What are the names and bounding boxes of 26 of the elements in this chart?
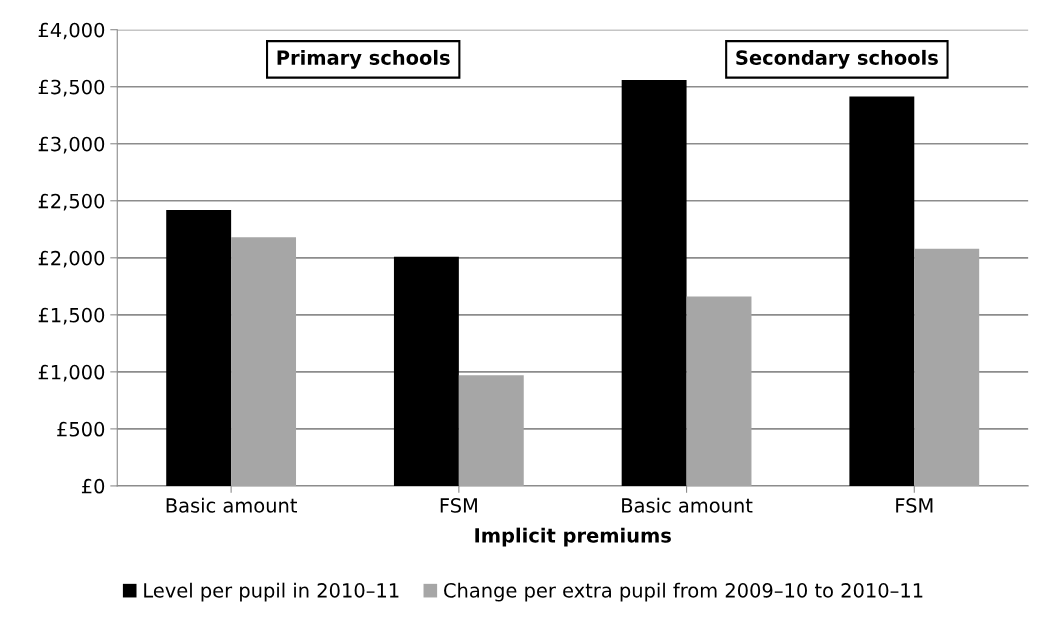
annotation: Primary schools [277,49,450,69]
x-tick-label: FSM [440,498,477,513]
bar [849,96,915,486]
y-tick-label: £500 [57,421,105,437]
y-tick-label: £0 [81,478,105,494]
bar [458,375,524,486]
x-tick-label: FSM [896,498,933,513]
x-tick-label: Basic amount [622,497,753,513]
y-tick-label: £1,000 [38,364,105,382]
annotation: Secondary schools [736,49,938,69]
y-tick-label: £3,000 [38,136,105,154]
bar [231,237,297,486]
y-tick-label: £2,500 [38,193,105,211]
y-tick-label: £4,000 [38,22,105,40]
bar [686,296,752,486]
legend-label: Change per extra pupil from 2009–10 to 2010–11 [444,582,923,602]
bar [914,248,980,486]
bar [621,79,687,486]
bar [166,209,232,486]
y-tick-label: £1,500 [38,307,105,325]
y-tick-label: £3,500 [38,79,105,97]
y-tick-label: £2,000 [38,250,105,268]
x-axis-title: Implicit premiums [475,527,671,547]
x-tick-label: Basic amount [166,497,297,513]
legend-label: Level per pupil in 2010–11 [144,582,399,602]
bar [393,256,459,486]
